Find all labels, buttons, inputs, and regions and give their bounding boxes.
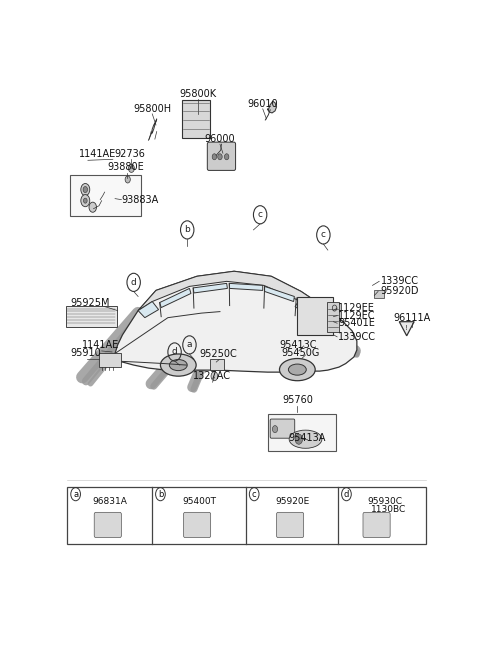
Text: a: a xyxy=(73,490,78,498)
Polygon shape xyxy=(264,286,294,301)
FancyBboxPatch shape xyxy=(99,353,121,367)
Circle shape xyxy=(81,183,90,196)
Text: 93883A: 93883A xyxy=(121,195,158,204)
Text: 1130BC: 1130BC xyxy=(372,505,407,514)
Polygon shape xyxy=(160,288,191,308)
Text: 1339CC: 1339CC xyxy=(338,332,376,342)
FancyBboxPatch shape xyxy=(267,415,336,451)
Ellipse shape xyxy=(279,358,315,381)
Circle shape xyxy=(332,305,337,311)
Text: 96000: 96000 xyxy=(204,134,235,144)
FancyBboxPatch shape xyxy=(66,305,117,327)
Text: 1129EC: 1129EC xyxy=(338,310,376,321)
FancyBboxPatch shape xyxy=(374,290,384,298)
FancyBboxPatch shape xyxy=(276,512,304,538)
Ellipse shape xyxy=(289,430,322,448)
Text: 95450G: 95450G xyxy=(282,348,320,358)
FancyBboxPatch shape xyxy=(182,100,210,138)
Text: 95760: 95760 xyxy=(283,396,313,405)
Text: c: c xyxy=(258,210,263,219)
Polygon shape xyxy=(193,284,228,293)
Polygon shape xyxy=(138,301,158,318)
FancyBboxPatch shape xyxy=(327,301,339,332)
Circle shape xyxy=(81,195,90,207)
Text: d: d xyxy=(344,490,349,498)
Text: 95925M: 95925M xyxy=(71,298,110,308)
Ellipse shape xyxy=(169,360,187,371)
Text: 96010: 96010 xyxy=(247,99,278,109)
FancyBboxPatch shape xyxy=(183,512,211,538)
Text: 95413C: 95413C xyxy=(279,340,317,350)
Text: 96831A: 96831A xyxy=(93,496,127,506)
Text: b: b xyxy=(158,490,163,498)
Text: b: b xyxy=(184,225,190,234)
Text: c: c xyxy=(321,231,326,240)
Polygon shape xyxy=(399,322,414,336)
Text: 95930C: 95930C xyxy=(368,496,403,506)
Circle shape xyxy=(212,154,216,160)
Text: 95920E: 95920E xyxy=(275,496,309,506)
Circle shape xyxy=(125,176,130,183)
Text: !: ! xyxy=(405,325,408,331)
Text: d: d xyxy=(131,278,136,287)
Text: 95413A: 95413A xyxy=(288,433,326,443)
Ellipse shape xyxy=(288,364,306,375)
FancyBboxPatch shape xyxy=(71,176,141,215)
Circle shape xyxy=(211,371,218,381)
Circle shape xyxy=(295,434,302,444)
Text: 1129EE: 1129EE xyxy=(338,303,375,313)
Circle shape xyxy=(84,198,87,203)
Text: 95800K: 95800K xyxy=(179,89,216,99)
Text: d: d xyxy=(172,347,178,356)
Circle shape xyxy=(89,202,96,212)
Text: 95250C: 95250C xyxy=(199,348,237,358)
FancyBboxPatch shape xyxy=(67,487,426,544)
Text: a: a xyxy=(187,341,192,349)
Text: 1327AC: 1327AC xyxy=(193,371,231,381)
FancyBboxPatch shape xyxy=(270,419,295,438)
Text: 96111A: 96111A xyxy=(393,313,430,323)
Text: 1141AE: 1141AE xyxy=(79,149,117,159)
Text: 95920D: 95920D xyxy=(381,286,419,297)
Circle shape xyxy=(83,187,87,193)
Text: 93880E: 93880E xyxy=(108,162,144,172)
FancyBboxPatch shape xyxy=(207,142,236,170)
Text: 95910: 95910 xyxy=(70,348,101,358)
FancyBboxPatch shape xyxy=(363,512,390,538)
Text: 95800H: 95800H xyxy=(133,104,171,114)
Text: 1141AE: 1141AE xyxy=(82,340,119,350)
FancyBboxPatch shape xyxy=(297,297,333,335)
Polygon shape xyxy=(229,284,263,290)
Text: 92736: 92736 xyxy=(115,149,145,159)
Circle shape xyxy=(273,426,277,433)
FancyBboxPatch shape xyxy=(94,512,121,538)
Polygon shape xyxy=(295,301,321,322)
Circle shape xyxy=(225,154,229,160)
Circle shape xyxy=(129,164,134,172)
Polygon shape xyxy=(115,271,357,372)
Circle shape xyxy=(218,154,222,160)
Polygon shape xyxy=(267,102,276,113)
Text: 95401E: 95401E xyxy=(338,318,375,328)
Text: c: c xyxy=(252,490,256,498)
Text: 1339CC: 1339CC xyxy=(381,276,419,286)
Polygon shape xyxy=(138,271,326,316)
FancyBboxPatch shape xyxy=(210,359,224,370)
Ellipse shape xyxy=(160,354,196,376)
Text: 95400T: 95400T xyxy=(182,496,216,506)
